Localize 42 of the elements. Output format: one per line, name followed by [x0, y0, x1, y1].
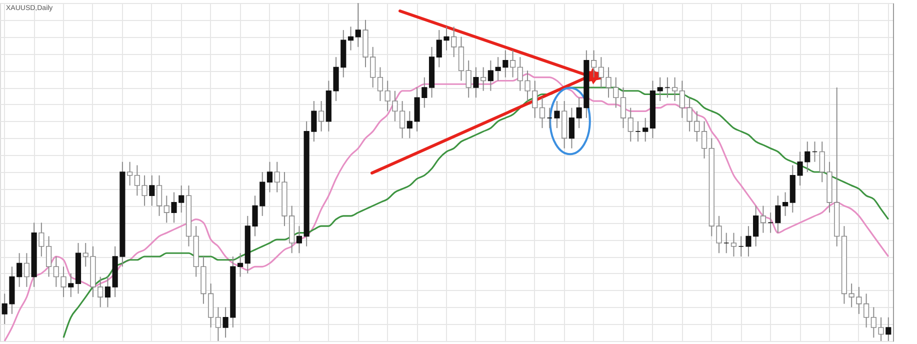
candlestick	[568, 107, 574, 149]
candlestick	[701, 120, 708, 159]
candlestick	[24, 252, 30, 288]
candlestick	[488, 60, 494, 92]
candlestick	[480, 66, 486, 92]
candlestick	[539, 97, 546, 129]
candlestick	[38, 222, 44, 257]
candlestick	[400, 100, 406, 139]
candlestick	[377, 66, 384, 102]
candlestick	[672, 76, 678, 102]
candlestick	[812, 141, 818, 162]
candlestick	[237, 252, 244, 278]
candlestick	[164, 195, 170, 224]
candlestick	[642, 117, 648, 142]
candlestick	[664, 76, 670, 98]
candlestick	[266, 161, 273, 193]
candlestick	[46, 236, 52, 278]
candlestick	[768, 212, 774, 234]
candlestick	[620, 87, 626, 129]
candlestick	[760, 205, 766, 234]
candlestick	[635, 120, 641, 142]
candlestick	[215, 306, 221, 342]
candlestick	[510, 50, 516, 78]
candlestick	[730, 232, 737, 257]
candlestick	[348, 26, 354, 51]
candlestick	[296, 226, 302, 254]
candlestick	[318, 100, 324, 132]
candlestick	[864, 293, 870, 328]
candlestick	[628, 107, 634, 142]
candlestick	[724, 232, 730, 254]
candlestick	[451, 26, 457, 58]
candlestick	[775, 195, 781, 234]
candlestick	[156, 174, 162, 216]
candlestick	[591, 50, 597, 78]
candlestick	[104, 276, 111, 308]
candlestick	[738, 236, 744, 257]
candlestick	[466, 60, 472, 98]
candlestick	[458, 36, 464, 82]
candlestick	[546, 107, 552, 129]
candlestick	[127, 161, 133, 186]
candlestick	[657, 76, 663, 102]
candlestick	[782, 192, 788, 216]
